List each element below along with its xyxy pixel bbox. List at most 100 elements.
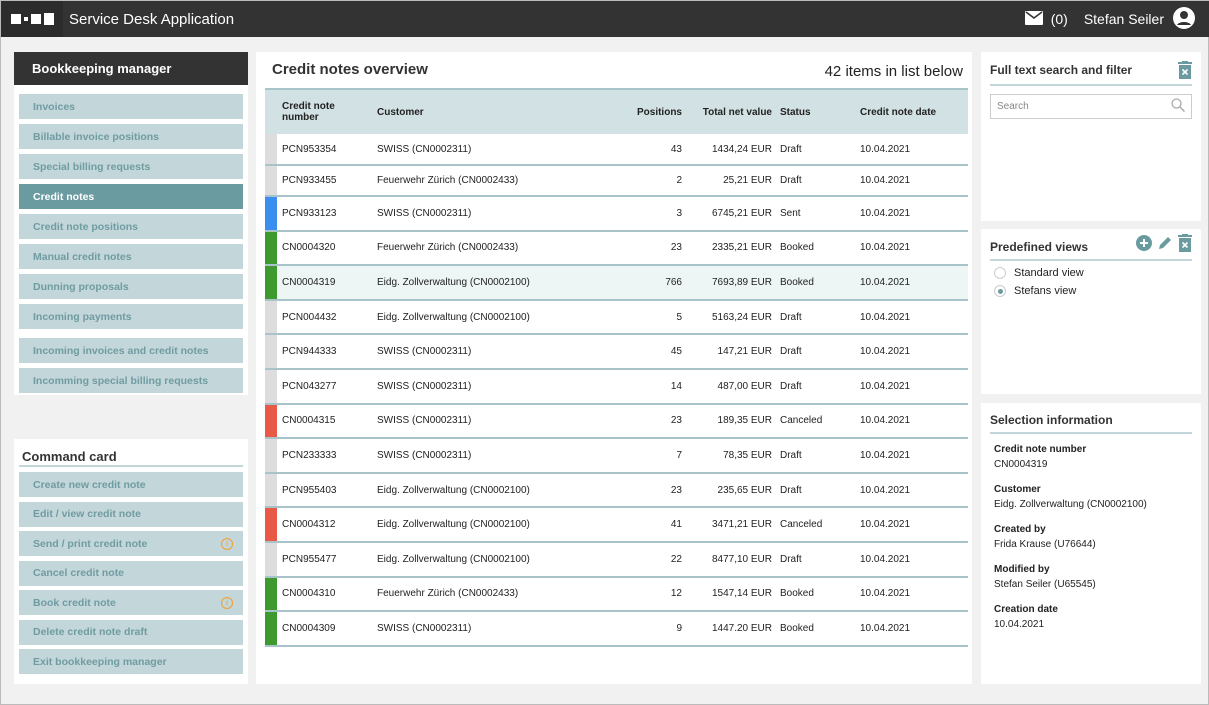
- field-value: Frida Krause (U76644): [994, 539, 1096, 550]
- selection-info-panel: Selection information Credit note number…: [981, 403, 1201, 684]
- nav-item[interactable]: Manual credit notes: [19, 244, 243, 269]
- status-color-bar: [265, 165, 277, 197]
- table-row[interactable]: CN0004309 SWISS (CN0002311) 9 1447.20 EU…: [265, 611, 968, 647]
- table-row[interactable]: PCN944333 SWISS (CN0002311) 45 147,21 EU…: [265, 334, 968, 370]
- field-value: Stefan Seiler (U65545): [994, 579, 1096, 590]
- search-title: Full text search and filter: [990, 63, 1133, 77]
- cell-customer: Feuerwehr Zürich (CN0002433): [372, 230, 592, 267]
- table-row[interactable]: CN0004312 Eidg. Zollverwaltung (CN000210…: [265, 507, 968, 543]
- nav-item-label: Incoming invoices and credit notes: [33, 344, 209, 357]
- nav-item[interactable]: Credit note positions: [19, 214, 243, 239]
- mail-icon[interactable]: [1024, 10, 1043, 28]
- col-date[interactable]: Credit note date: [860, 88, 968, 134]
- search-input[interactable]: Search: [990, 94, 1192, 119]
- table-row[interactable]: PCN955403 Eidg. Zollverwaltung (CN000210…: [265, 472, 968, 509]
- command-card: Command card Create new credit note Edit …: [14, 439, 248, 684]
- info-icon[interactable]: i: [221, 596, 233, 609]
- status-color-bar: [265, 265, 277, 301]
- clear-filter-trash-icon[interactable]: [1178, 61, 1192, 79]
- nav-item[interactable]: Invoices: [19, 94, 243, 119]
- add-view-icon[interactable]: [1136, 235, 1152, 251]
- table-header: Credit note number Customer Positions To…: [265, 88, 968, 134]
- view-option[interactable]: Stefans view: [994, 285, 1201, 297]
- col-total[interactable]: Total net value: [690, 88, 780, 134]
- table-row[interactable]: CN0004320 Feuerwehr Zürich (CN0002433) 2…: [265, 230, 968, 267]
- nav-item[interactable]: Credit notes: [19, 184, 243, 209]
- cell-total: 78,35 EUR: [690, 438, 780, 474]
- command-button[interactable]: Cancel credit note: [19, 560, 243, 586]
- cell-customer: SWISS (CN0002311): [372, 438, 592, 474]
- table-row[interactable]: CN0004315 SWISS (CN0002311) 23 189,35 EU…: [265, 403, 968, 440]
- table-row[interactable]: CN0004310 Feuerwehr Zürich (CN0002433) 1…: [265, 576, 968, 613]
- cell-positions: 5: [592, 299, 690, 336]
- nav-item[interactable]: Billable invoice positions: [19, 124, 243, 149]
- nav-item[interactable]: Incoming invoices and credit notes: [19, 338, 243, 363]
- table-row[interactable]: PCN953354 SWISS (CN0002311) 43 1434,24 E…: [265, 134, 968, 166]
- cell-customer: Feuerwehr Zürich (CN0002433): [372, 165, 592, 197]
- cell-number: CN0004320: [277, 230, 372, 267]
- radio-button[interactable]: [994, 267, 1006, 279]
- company-logo: [1, 1, 63, 37]
- table-row[interactable]: PCN233333 SWISS (CN0002311) 7 78,35 EUR …: [265, 438, 968, 474]
- col-status[interactable]: Status: [780, 88, 860, 134]
- nav-item-label: Incomming special billing requests: [33, 374, 209, 387]
- table-row[interactable]: PCN955477 Eidg. Zollverwaltung (CN000210…: [265, 541, 968, 578]
- col-positions[interactable]: Positions: [592, 88, 690, 134]
- command-card-title: Command card: [19, 449, 243, 467]
- search-icon[interactable]: [1171, 98, 1186, 115]
- col-number[interactable]: Credit note number: [277, 88, 372, 134]
- cell-positions: 3: [592, 196, 690, 232]
- command-label: Cancel credit note: [33, 567, 125, 579]
- table-row[interactable]: PCN004432 Eidg. Zollverwaltung (CN000210…: [265, 299, 968, 336]
- cell-number: CN0004310: [277, 576, 372, 613]
- nav-item-label: Credit note positions: [33, 220, 138, 233]
- top-bar: Service Desk Application (0) Stefan Seil…: [1, 1, 1209, 37]
- nav-item-label: Billable invoice positions: [33, 130, 160, 143]
- edit-view-pencil-icon[interactable]: [1157, 235, 1173, 251]
- command-label: Exit bookkeeping manager: [33, 655, 167, 668]
- field-label: Created by: [994, 524, 1046, 535]
- command-label: Create new credit note: [33, 478, 146, 491]
- nav-item[interactable]: Incomming special billing requests: [19, 368, 243, 393]
- status-color-bar: [265, 134, 277, 166]
- command-button[interactable]: Create new credit note: [19, 472, 243, 497]
- cell-customer: Eidg. Zollverwaltung (CN0002100): [372, 541, 592, 578]
- nav-item[interactable]: Incoming payments: [19, 304, 243, 329]
- field-label: Credit note number: [994, 444, 1087, 455]
- nav-item-label: Special billing requests: [33, 160, 151, 173]
- cell-status: Draft: [780, 165, 860, 197]
- cell-positions: 766: [592, 265, 690, 301]
- user-avatar-icon[interactable]: [1172, 6, 1196, 33]
- predefined-views-panel: Predefined views Standard view Stefans vi…: [981, 229, 1201, 394]
- nav-item[interactable]: Dunning proposals: [19, 274, 243, 299]
- cell-number: PCN955477: [277, 541, 372, 578]
- command-button[interactable]: Exit bookkeeping manager: [19, 649, 243, 674]
- cell-date: 10.04.2021: [860, 403, 968, 440]
- nav-item[interactable]: Special billing requests: [19, 154, 243, 179]
- delete-view-trash-icon[interactable]: [1178, 234, 1192, 252]
- cell-date: 10.04.2021: [860, 134, 968, 166]
- status-color-bar: [265, 334, 277, 370]
- cell-positions: 23: [592, 472, 690, 509]
- cell-status: Draft: [780, 472, 860, 509]
- command-button[interactable]: Edit / view credit note: [19, 501, 243, 527]
- mail-count[interactable]: (0): [1050, 11, 1068, 27]
- table-row[interactable]: CN0004319 Eidg. Zollverwaltung (CN000210…: [265, 265, 968, 301]
- radio-button[interactable]: [994, 285, 1006, 297]
- table-row[interactable]: PCN043277 SWISS (CN0002311) 14 487,00 EU…: [265, 368, 968, 405]
- table-row[interactable]: PCN933123 SWISS (CN0002311) 3 6745,21 EU…: [265, 196, 968, 232]
- cell-customer: SWISS (CN0002311): [372, 334, 592, 370]
- view-option[interactable]: Standard view: [994, 267, 1201, 279]
- command-button[interactable]: Book credit note i: [19, 590, 243, 615]
- user-name[interactable]: Stefan Seiler: [1083, 11, 1164, 27]
- table-row[interactable]: PCN933455 Feuerwehr Zürich (CN0002433) 2…: [265, 165, 968, 197]
- cell-date: 10.04.2021: [860, 368, 968, 405]
- command-button[interactable]: Delete credit note draft: [19, 619, 243, 645]
- nav-title: Bookkeeping manager: [14, 52, 248, 85]
- cell-status: Booked: [780, 230, 860, 267]
- info-icon[interactable]: i: [221, 537, 233, 550]
- cell-customer: SWISS (CN0002311): [372, 134, 592, 166]
- col-customer[interactable]: Customer: [372, 88, 592, 134]
- command-button[interactable]: Send / print credit note i: [19, 531, 243, 556]
- nav-item-label: Invoices: [33, 100, 76, 113]
